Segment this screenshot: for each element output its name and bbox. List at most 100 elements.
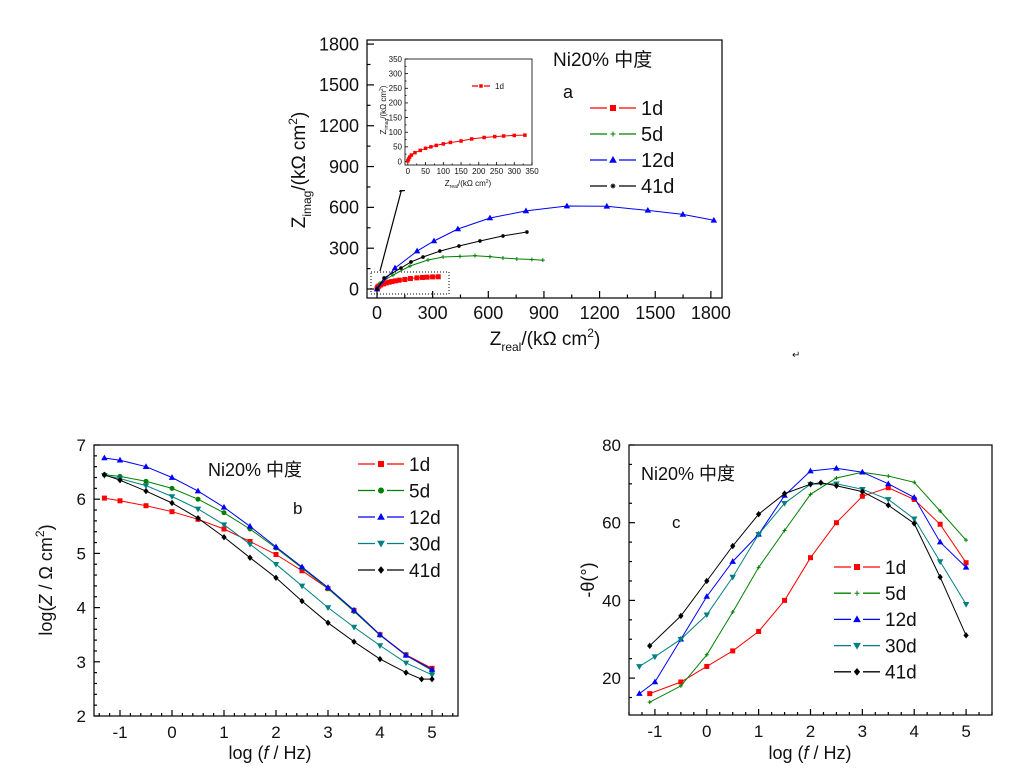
chart-b-data-point-5d	[169, 485, 175, 491]
chart-c-data-point-1d	[730, 648, 736, 654]
chart-b-y-tick-label: 6	[77, 490, 86, 509]
chart-c-legend-marker	[853, 615, 861, 623]
chart-c-x-tick-label: 0	[702, 722, 711, 741]
inset-y-tick-label: 300	[389, 69, 403, 78]
chart-b-y-tick-label: 3	[77, 653, 86, 672]
chart-a-data-point-5d	[390, 273, 395, 278]
chart-c-data-point-5d	[912, 480, 917, 485]
chart-a-x-tick-label: 1200	[580, 303, 620, 323]
inset-x-tick-label: 100	[437, 167, 451, 176]
chart-b-data-point-12d	[194, 487, 202, 494]
chart-c-data-point-12d	[936, 538, 944, 545]
chart-c-data-point-30d	[936, 559, 944, 565]
chart-a-y-tick-label: 1200	[319, 116, 359, 136]
chart-c-y-tick-label: 60	[602, 514, 621, 533]
chart-a-y-tick-label: 0	[349, 279, 359, 299]
chart-a-data-point-5d	[426, 258, 431, 263]
inset-data-point-1d	[469, 137, 474, 141]
y-label-var: Z	[36, 594, 56, 607]
chart-c-data-point-1d	[885, 485, 891, 491]
chart-a-legend-marker	[610, 105, 616, 111]
chart-c-data-point-30d	[677, 636, 685, 643]
chart-a-data-point-12d	[430, 237, 438, 244]
chart-c-data-point-5d	[678, 683, 683, 688]
chart-c-data-point-41d	[730, 542, 736, 550]
x-label-sub: real	[501, 340, 521, 354]
inset-y-tick-label: 0	[398, 157, 403, 166]
inset-data-point-1d	[512, 133, 517, 138]
chart-a-data-point-41d	[421, 255, 426, 260]
chart-b-panel-label: b	[293, 499, 302, 518]
inset-legend-marker	[479, 84, 483, 88]
inset-data-point-1d	[448, 140, 453, 145]
inset-data-point-1d	[482, 135, 486, 140]
chart-c-legend-label-1d: 1d	[885, 558, 906, 579]
chart-b-data-point-41d	[273, 574, 279, 581]
inset-data-point-1d	[418, 148, 423, 153]
chart-b-data-point-30d	[324, 605, 332, 612]
chart-c-series-line-41d	[649, 482, 967, 647]
x-label-pre: log (	[228, 743, 263, 763]
chart-c-data-point-5d	[782, 528, 787, 533]
chart-c-data-point-1d	[859, 493, 865, 499]
chart-a-data-point-5d	[500, 255, 505, 260]
chart-c-data-point-41d	[807, 481, 814, 488]
inset-y-tick-label: 150	[389, 113, 403, 122]
x-label-var: f	[264, 743, 271, 763]
chart-c-data-point-41d	[678, 612, 684, 620]
chart-c-data-point-5d	[938, 509, 943, 514]
chart-c-data-point-12d	[859, 468, 866, 475]
chart-c-x-tick-label: 1	[754, 722, 763, 741]
y-label-close: )	[289, 112, 310, 118]
x-label-pre: log (	[768, 743, 803, 763]
chart-a-y-label: Zimag/(kΩ cm2)	[286, 112, 314, 229]
chart-b-x-tick-label: 4	[375, 723, 384, 742]
inset-data-point-1d	[441, 142, 446, 146]
chart-a-data-point-5d	[540, 258, 545, 263]
chart-c-series-line-12d	[639, 467, 967, 695]
chart-a-x-tick-label: 0	[372, 303, 382, 323]
inset-plot-frame	[404, 58, 533, 166]
chart-a-data-point-12d	[454, 225, 462, 232]
paragraph-mark: ↵	[792, 350, 800, 361]
chart-a-data-point-41d	[456, 244, 461, 249]
chart-c-data-point-12d	[807, 467, 814, 474]
chart-a-data-point-5d	[441, 255, 446, 260]
chart-c-series-line-30d	[639, 483, 967, 667]
chart-b-data-point-12d	[142, 463, 150, 469]
chart-b-data-point-1d	[117, 498, 123, 504]
chart-b-x-tick-label: -1	[112, 723, 127, 742]
chart-b-data-point-41d	[418, 675, 425, 683]
chart-b-title: Ni20% 中度	[208, 460, 302, 480]
chart-a-data-point-1d	[419, 274, 425, 280]
chart-a-data-point-41d	[437, 249, 442, 254]
chart-a-data-point-41d	[524, 230, 529, 235]
inset-y-label-sup: 2	[379, 88, 385, 91]
chart-b-data-point-41d	[101, 471, 108, 478]
chart-c-data-point-30d	[636, 664, 643, 670]
chart-a-data-point-12d	[563, 202, 571, 209]
chart-a-data-point-12d	[679, 211, 687, 217]
chart-c-data-point-41d	[885, 502, 891, 509]
chart-b-data-point-5d	[143, 478, 149, 484]
chart-b-data-point-30d	[220, 522, 228, 529]
inset-data-point-1d	[409, 153, 414, 157]
chart-b-legend-marker	[378, 461, 384, 467]
chart-a-data-point-1d	[424, 274, 430, 280]
chart-c-x-tick-label: 5	[961, 722, 970, 741]
chart-c-x-tick-label: 3	[858, 722, 867, 741]
chart-b-data-point-41d	[117, 477, 123, 484]
chart-a-data-point-5d	[514, 256, 519, 261]
inset-x-tick-label: 50	[421, 167, 430, 176]
chart-c-legend-marker	[853, 642, 861, 650]
chart-c-series-line-1d	[649, 487, 967, 695]
chart-b-legend-label-5d: 5d	[409, 481, 430, 502]
chart-c-legend-label-41d: 41d	[885, 663, 917, 684]
chart-a-data-point-12d	[391, 264, 399, 271]
chart-b-data-point-30d	[194, 506, 202, 513]
chart-b-data-point-1d	[143, 503, 149, 509]
chart-c-data-point-41d	[963, 632, 969, 639]
chart-c-legend-marker	[854, 564, 860, 570]
chart-b-x-label: log (f / Hz)	[228, 743, 311, 763]
